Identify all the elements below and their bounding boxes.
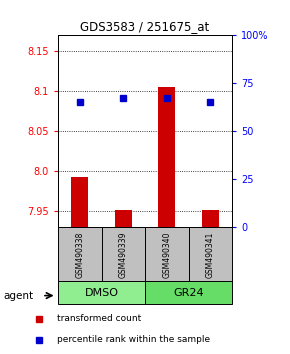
Text: transformed count: transformed count xyxy=(57,314,141,323)
Bar xyxy=(102,227,145,283)
Bar xyxy=(145,281,232,304)
Bar xyxy=(58,281,145,304)
Text: GSM490338: GSM490338 xyxy=(75,232,84,278)
Bar xyxy=(58,227,102,283)
Text: GDS3583 / 251675_at: GDS3583 / 251675_at xyxy=(80,20,210,33)
Text: percentile rank within the sample: percentile rank within the sample xyxy=(57,335,210,344)
Bar xyxy=(202,210,219,227)
Text: agent: agent xyxy=(3,291,33,301)
Bar xyxy=(158,87,175,227)
Bar xyxy=(145,227,188,283)
Text: GR24: GR24 xyxy=(173,288,204,298)
Text: GSM490340: GSM490340 xyxy=(162,232,171,278)
Text: DMSO: DMSO xyxy=(84,288,119,298)
Text: GSM490341: GSM490341 xyxy=(206,232,215,278)
Text: GSM490339: GSM490339 xyxy=(119,232,128,278)
Bar xyxy=(71,177,88,227)
Bar xyxy=(188,227,232,283)
Bar xyxy=(115,210,132,227)
